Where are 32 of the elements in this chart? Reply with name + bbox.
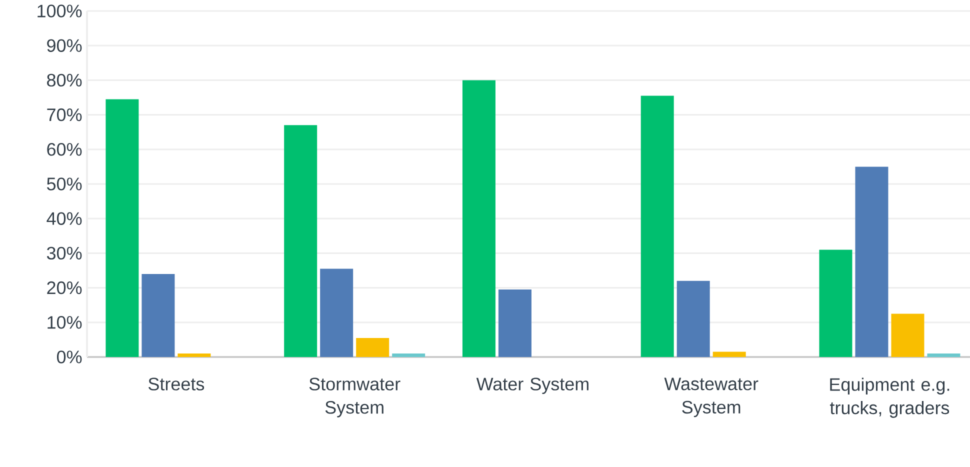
y-tick-label: 40% (46, 212, 82, 225)
x-tick-label: Streets (148, 378, 204, 390)
bar (142, 274, 175, 357)
x-tick-label: Stormwater System (309, 378, 400, 418)
y-tick-label: 50% (46, 178, 82, 190)
bar (855, 166, 888, 357)
y-tick-label: 70% (47, 108, 82, 122)
bar (712, 352, 746, 357)
y-tick-label: 10% (48, 316, 82, 329)
bar (356, 338, 390, 357)
x-tick-label: Wastewater System (664, 378, 758, 418)
y-tick-label: 100% (38, 4, 82, 18)
bar (891, 314, 924, 357)
bar (106, 99, 139, 357)
y-tick-label: 20% (47, 281, 82, 294)
x-tick-label: Water System (476, 378, 588, 394)
bar (320, 268, 354, 357)
bar (819, 250, 852, 357)
bar (392, 354, 426, 357)
y-tick-label: 80% (47, 74, 82, 87)
x-tick-label: Equipment e.g. trucks, graders (830, 378, 950, 418)
bar (498, 290, 532, 357)
y-tick-label: 30% (46, 246, 82, 260)
y-tick-label: 60% (47, 143, 82, 156)
y-tick-label: 90% (47, 39, 82, 52)
bar (284, 125, 318, 357)
bar (178, 354, 211, 357)
bar (676, 280, 710, 357)
bar (927, 354, 960, 357)
y-tick-label: 0% (57, 350, 82, 364)
bar (640, 96, 674, 357)
bar (462, 80, 496, 357)
